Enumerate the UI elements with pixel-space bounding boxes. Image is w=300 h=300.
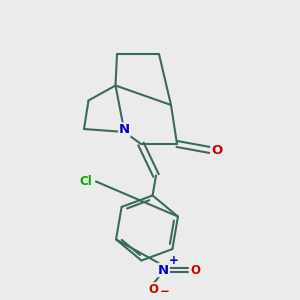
Text: N: N bbox=[119, 123, 130, 136]
Text: O: O bbox=[190, 263, 201, 277]
Text: O: O bbox=[148, 283, 158, 296]
Text: +: + bbox=[169, 254, 179, 268]
Text: N: N bbox=[158, 263, 169, 277]
Text: Cl: Cl bbox=[79, 175, 92, 188]
Text: O: O bbox=[211, 143, 222, 157]
Text: −: − bbox=[160, 285, 169, 298]
